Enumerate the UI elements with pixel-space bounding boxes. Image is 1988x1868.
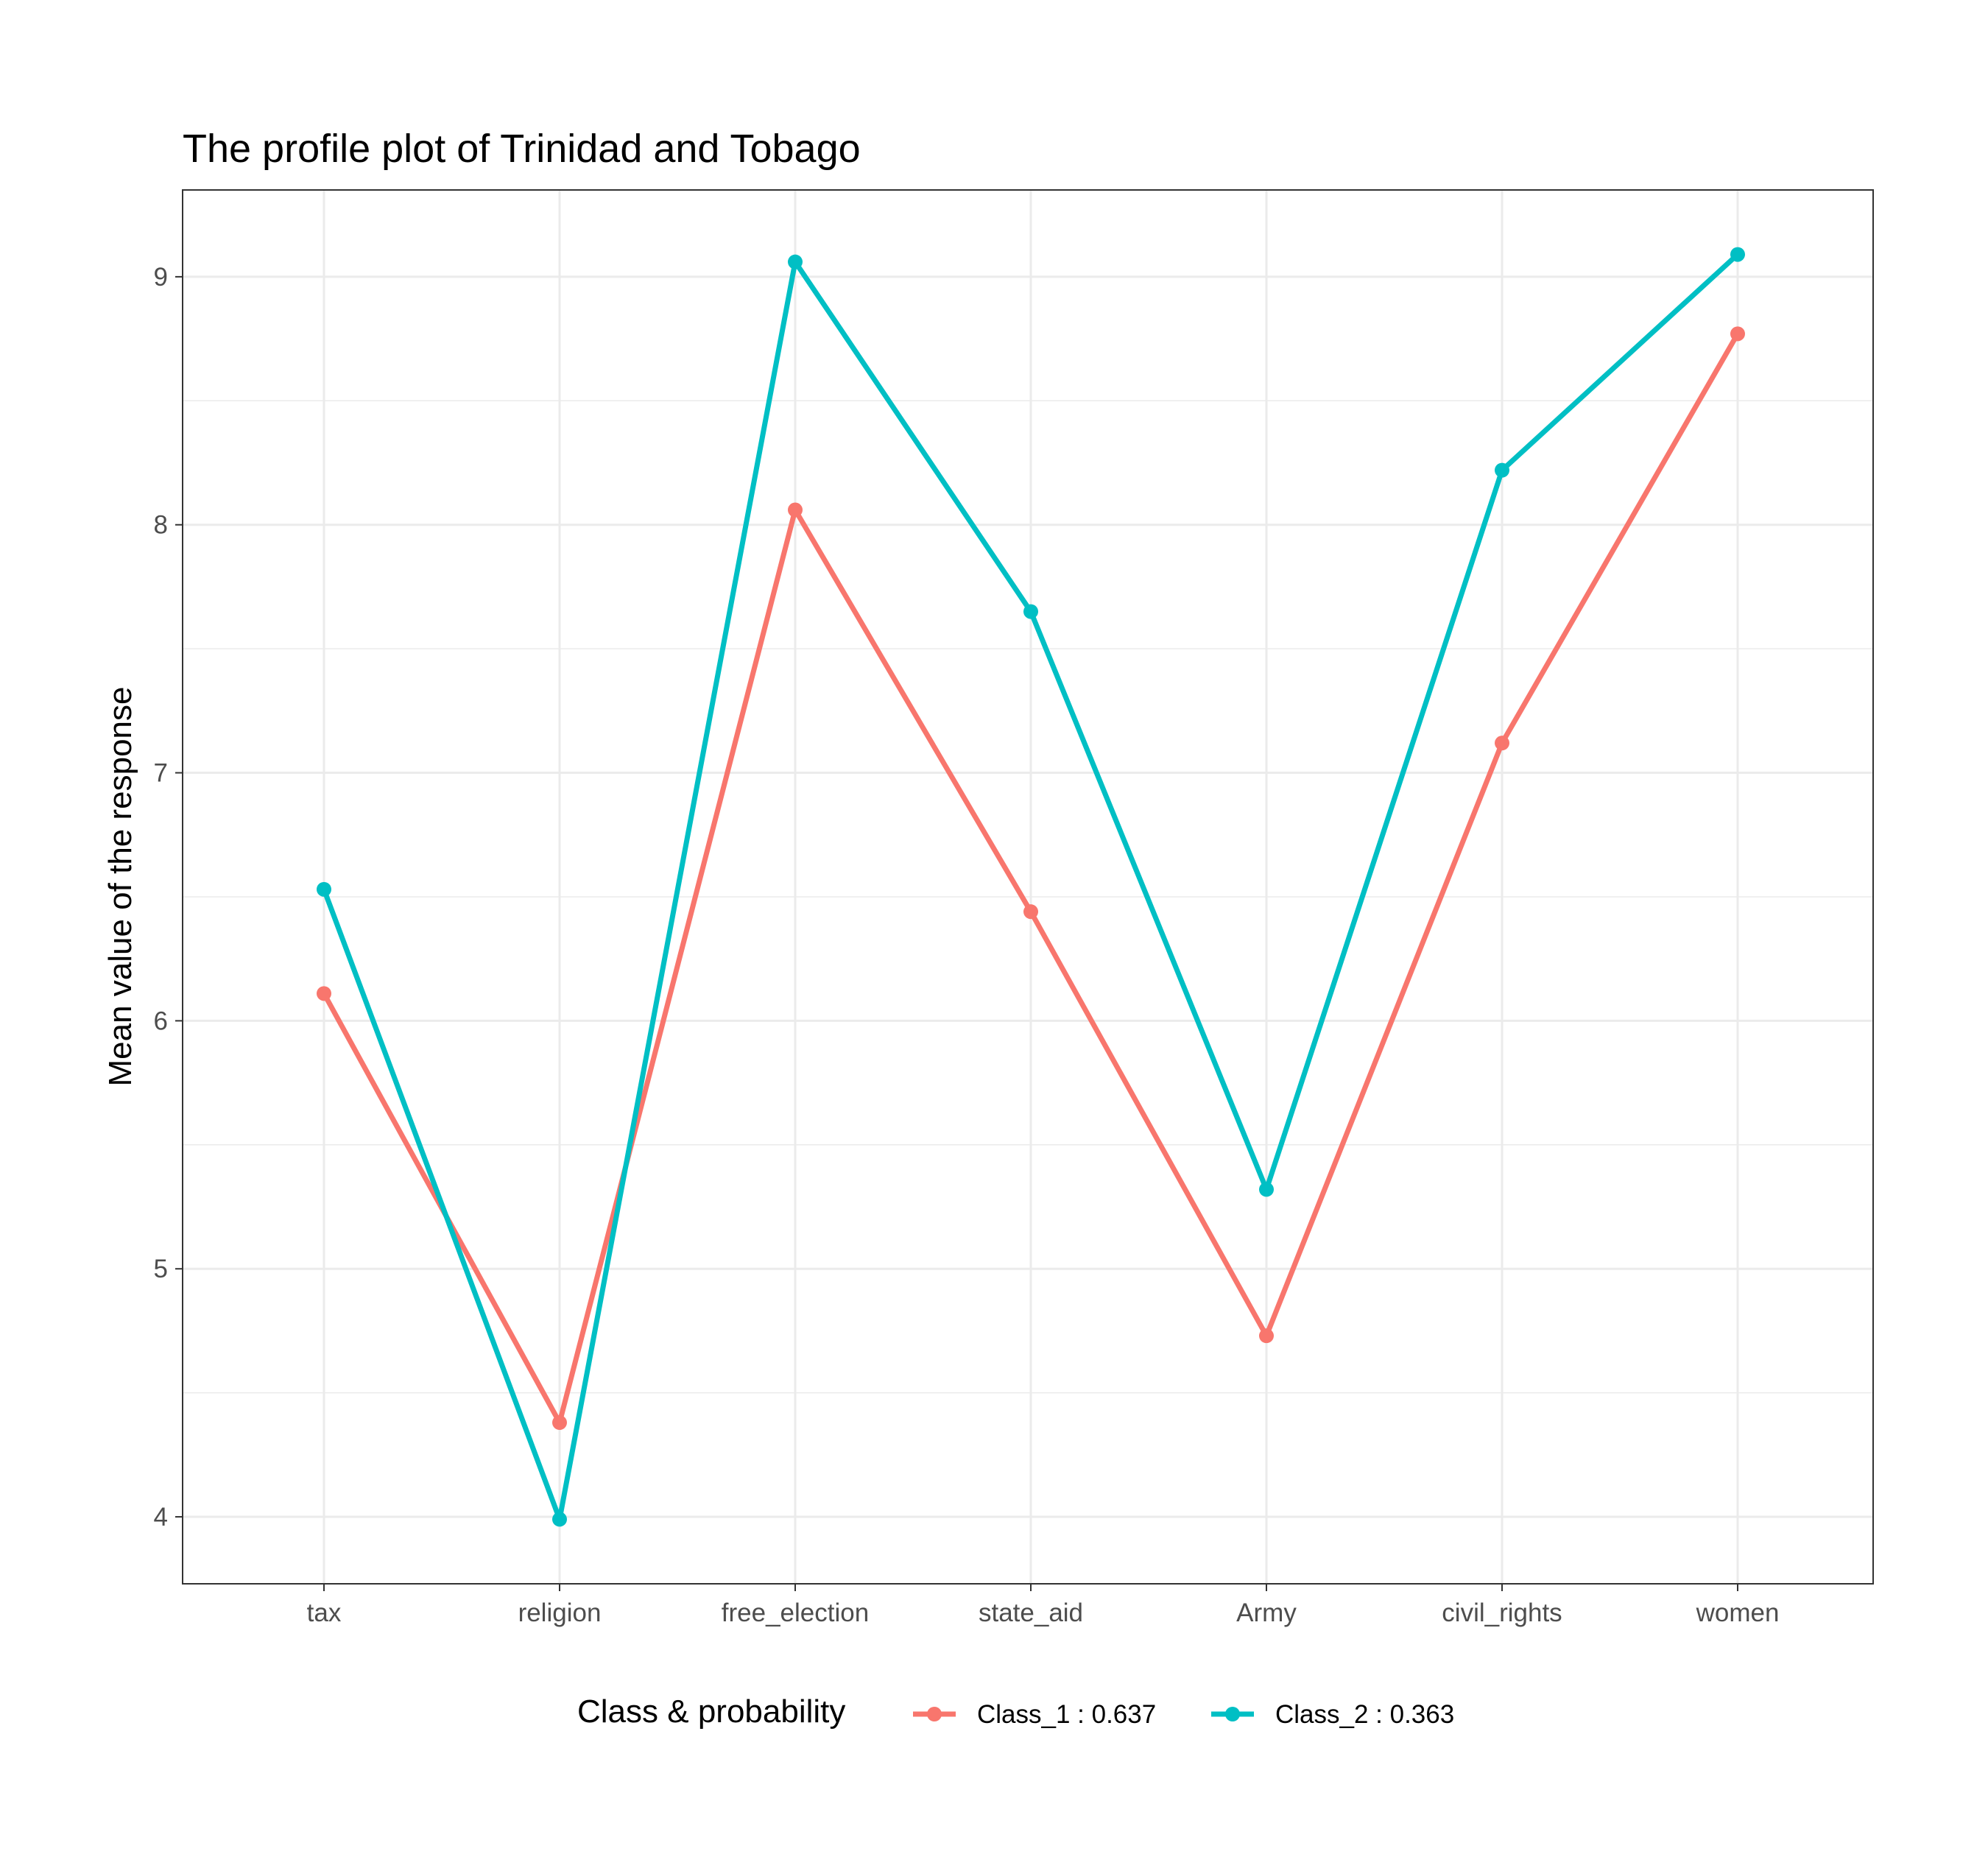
data-point-series-2 xyxy=(788,255,803,269)
data-point-series-1 xyxy=(1259,1328,1274,1343)
plot-background xyxy=(183,190,1873,1584)
y-tick-label: 7 xyxy=(154,759,168,788)
data-point-series-1 xyxy=(1730,326,1745,341)
y-tick-label: 4 xyxy=(154,1503,168,1532)
x-tick-label: free_election xyxy=(722,1599,869,1627)
data-point-series-1 xyxy=(317,986,331,1001)
data-point-series-1 xyxy=(1023,904,1038,919)
data-point-series-1 xyxy=(1495,736,1509,750)
y-axis-title: Mean value of the response xyxy=(102,686,138,1086)
data-point-series-2 xyxy=(552,1512,567,1526)
x-tick-label: women xyxy=(1696,1599,1780,1627)
x-tick-label: tax xyxy=(307,1599,342,1627)
x-tick-label: religion xyxy=(518,1599,602,1627)
y-tick-label: 9 xyxy=(154,263,168,292)
data-point-series-2 xyxy=(1730,247,1745,262)
legend-label-2: Class_2 : 0.363 xyxy=(1275,1700,1454,1729)
legend-label-1: Class_1 : 0.637 xyxy=(977,1700,1156,1729)
data-point-series-2 xyxy=(1259,1182,1274,1196)
plot-panel xyxy=(183,190,1873,1584)
x-tick-label: civil_rights xyxy=(1442,1599,1562,1627)
y-tick-label: 8 xyxy=(154,511,168,540)
legend-title: Class & probability xyxy=(577,1693,845,1730)
legend-key-point-1 xyxy=(927,1707,942,1721)
y-tick-label: 6 xyxy=(154,1007,168,1035)
data-point-series-2 xyxy=(1495,463,1509,478)
data-point-series-1 xyxy=(552,1415,567,1430)
chart-title: The profile plot of Trinidad and Tobago xyxy=(183,127,861,171)
data-point-series-2 xyxy=(1023,605,1038,619)
data-point-series-2 xyxy=(317,882,331,897)
legend-key-point-2 xyxy=(1225,1707,1240,1721)
data-point-series-1 xyxy=(788,503,803,518)
x-tick-label: state_aid xyxy=(979,1599,1083,1627)
y-tick-label: 5 xyxy=(154,1255,168,1283)
x-tick-label: Army xyxy=(1236,1599,1297,1627)
